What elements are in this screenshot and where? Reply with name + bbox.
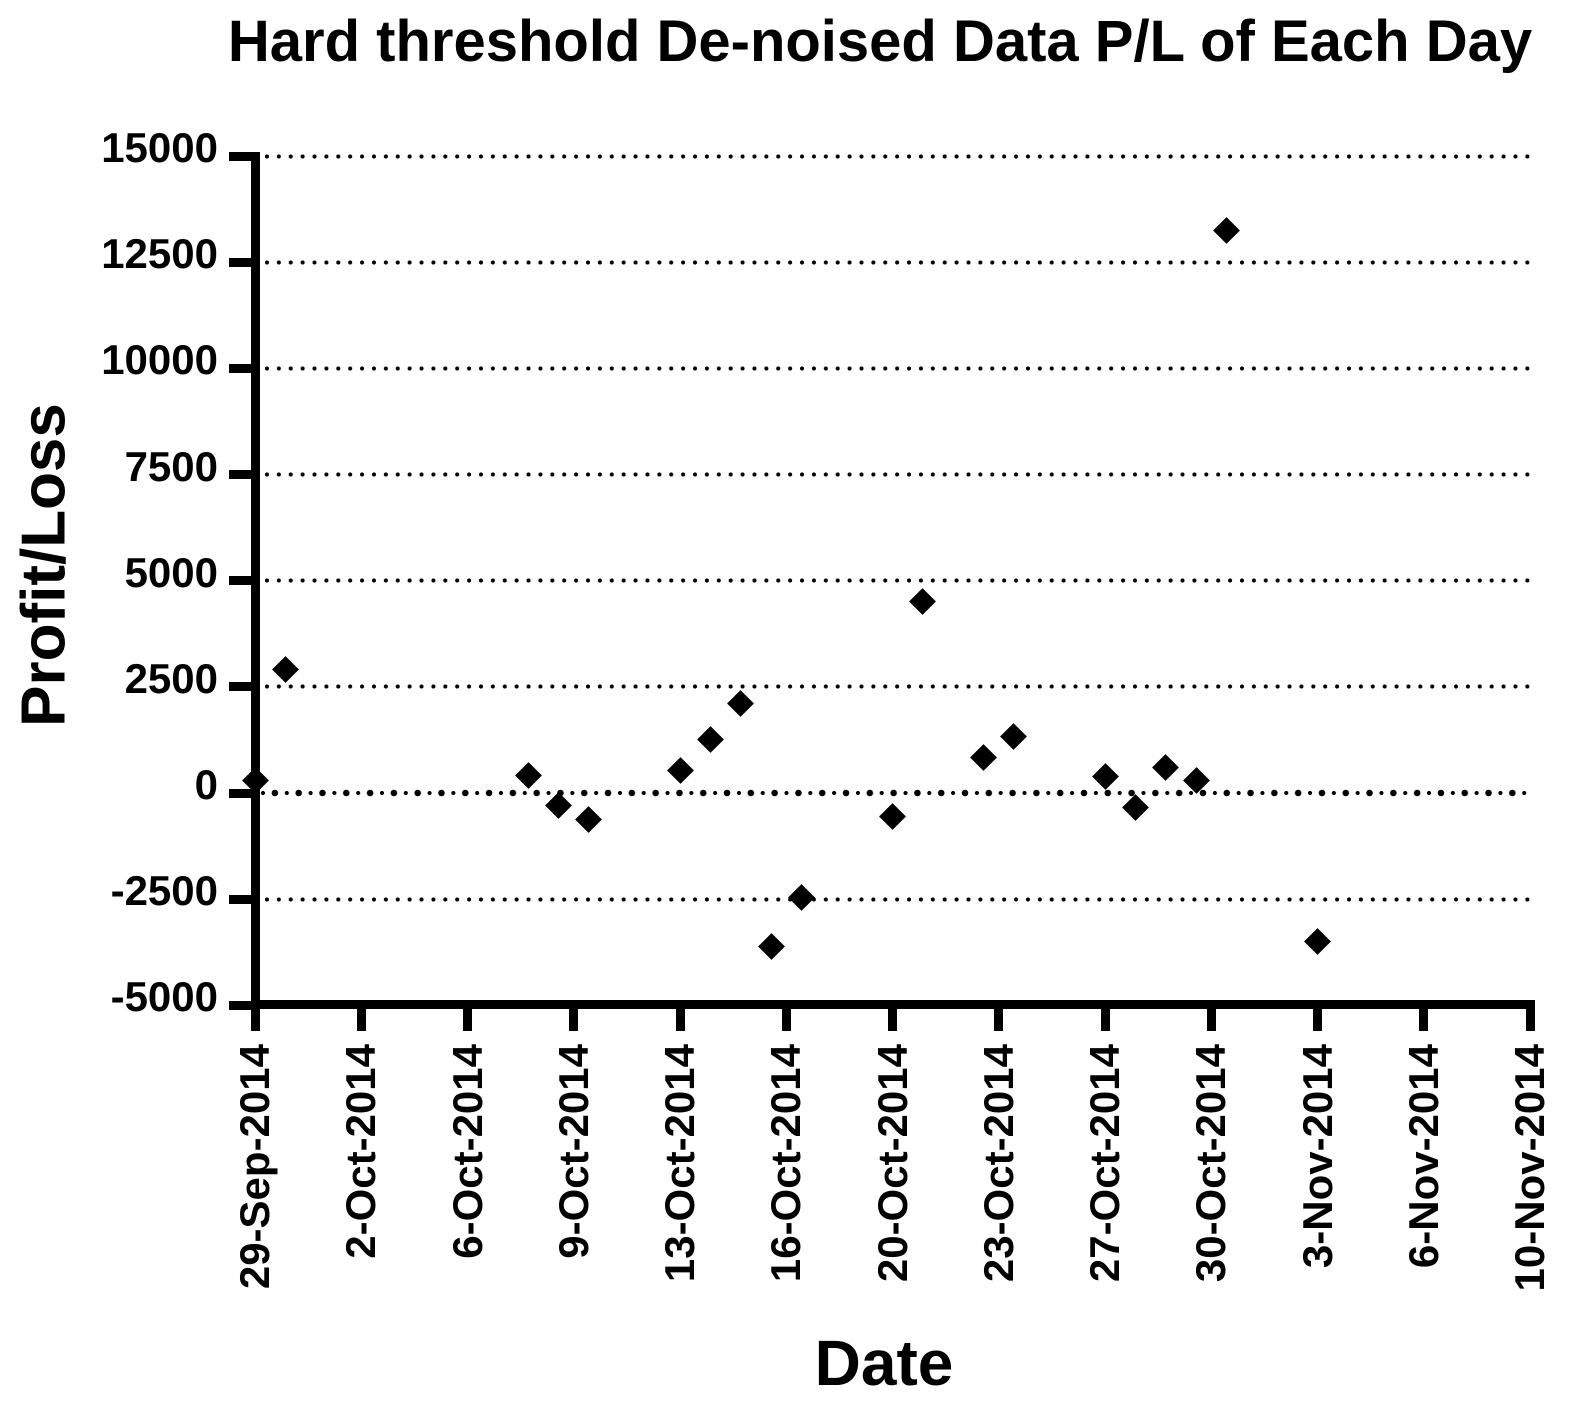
- y-tick-12500: [229, 257, 255, 267]
- x-tick: [675, 1009, 685, 1031]
- x-tick-label: 13-Oct-2014: [656, 1044, 703, 1283]
- gridline-y-5000: [261, 578, 1531, 584]
- gridline-y-12500: [261, 259, 1531, 265]
- gridline-y-2500: [261, 684, 1531, 690]
- x-tick: [1525, 1009, 1535, 1031]
- y-tick-label: -2500: [110, 867, 218, 915]
- data-point-21-Oct-2014: [909, 588, 937, 616]
- y-axis-line: [250, 152, 260, 1009]
- gridline-y-0: [261, 789, 1531, 797]
- y-tick-label: 12500: [101, 230, 218, 278]
- x-tick-label: 2-Oct-2014: [337, 1044, 385, 1259]
- x-tick: [250, 1009, 260, 1031]
- data-point-16-Oct-2014: [757, 933, 785, 961]
- data-point-15-Oct-2014: [727, 690, 755, 718]
- data-point-17-Oct-2014: [787, 884, 815, 912]
- data-point-31-Oct-2014: [1212, 216, 1240, 244]
- x-tick-label: 10-Nov-2014: [1506, 1044, 1553, 1292]
- x-tick: [1100, 1009, 1110, 1031]
- data-point-14-Oct-2014: [696, 726, 724, 754]
- data-point-24-Oct-2014: [1000, 723, 1028, 751]
- x-tick-label: 23-Oct-2014: [974, 1044, 1022, 1283]
- y-tick-label: 15000: [101, 124, 218, 171]
- x-tick-label: 9-Oct-2014: [549, 1044, 597, 1259]
- x-tick: [463, 1009, 472, 1031]
- data-point-29-Oct-2014: [1152, 754, 1180, 782]
- x-tick: [356, 1009, 366, 1031]
- data-point-20-Oct-2014: [879, 803, 906, 831]
- x-tick: [781, 1009, 791, 1031]
- y-tick-5000: [229, 576, 255, 586]
- y-tick-label: 5000: [124, 548, 218, 596]
- gridline-y--5000: [261, 1002, 1531, 1008]
- x-axis-label: Date: [814, 1327, 954, 1399]
- y-tick-label: 7500: [124, 442, 218, 490]
- x-tick-label: 3-Nov-2014: [1293, 1044, 1341, 1269]
- gridline-y-10000: [261, 365, 1531, 371]
- x-tick: [1313, 1009, 1322, 1031]
- y-tick-label: -5000: [110, 973, 218, 1021]
- x-tick-label: 6-Nov-2014: [1399, 1044, 1447, 1269]
- gridline-y-15000: [261, 153, 1531, 159]
- gridline-y--2500: [261, 896, 1531, 902]
- y-tick--5000: [229, 1000, 255, 1010]
- y-tick--2500: [229, 894, 255, 904]
- x-tick-label: 16-Oct-2014: [762, 1044, 810, 1283]
- data-point-13-Oct-2014: [666, 757, 694, 785]
- y-tick-label: 2500: [124, 654, 218, 702]
- x-tick-label: 27-Oct-2014: [1081, 1044, 1128, 1283]
- data-point-27-Oct-2014: [1091, 763, 1119, 791]
- x-tick: [1419, 1009, 1429, 1031]
- chart-title: Hard threshold De-noised Data P/L of Eac…: [227, 9, 1533, 74]
- data-point-8-Oct-2014: [514, 761, 542, 789]
- y-tick-label: 0: [194, 761, 218, 808]
- data-point-3-Nov-2014: [1304, 928, 1331, 956]
- x-tick: [994, 1009, 1004, 1031]
- x-tick: [569, 1009, 579, 1031]
- y-tick-0: [229, 788, 255, 798]
- gridline-y-7500: [261, 472, 1531, 477]
- data-point-23-Oct-2014: [970, 743, 997, 771]
- data-point-10-Oct-2014: [575, 806, 603, 834]
- x-tick-label: 30-Oct-2014: [1187, 1044, 1235, 1283]
- x-tick-label: 29-Sep-2014: [231, 1044, 278, 1290]
- x-tick-label: 6-Oct-2014: [443, 1044, 491, 1259]
- y-tick-2500: [229, 682, 255, 692]
- y-tick-15000: [229, 151, 255, 161]
- y-tick-7500: [229, 470, 255, 479]
- x-tick: [1206, 1009, 1216, 1031]
- y-tick-10000: [229, 363, 255, 373]
- x-tick: [888, 1009, 897, 1031]
- y-tick-label: 10000: [101, 336, 218, 384]
- data-point-28-Oct-2014: [1121, 794, 1149, 822]
- x-tick-label: 20-Oct-2014: [868, 1044, 916, 1283]
- data-point-30-Sep-2014: [271, 656, 299, 684]
